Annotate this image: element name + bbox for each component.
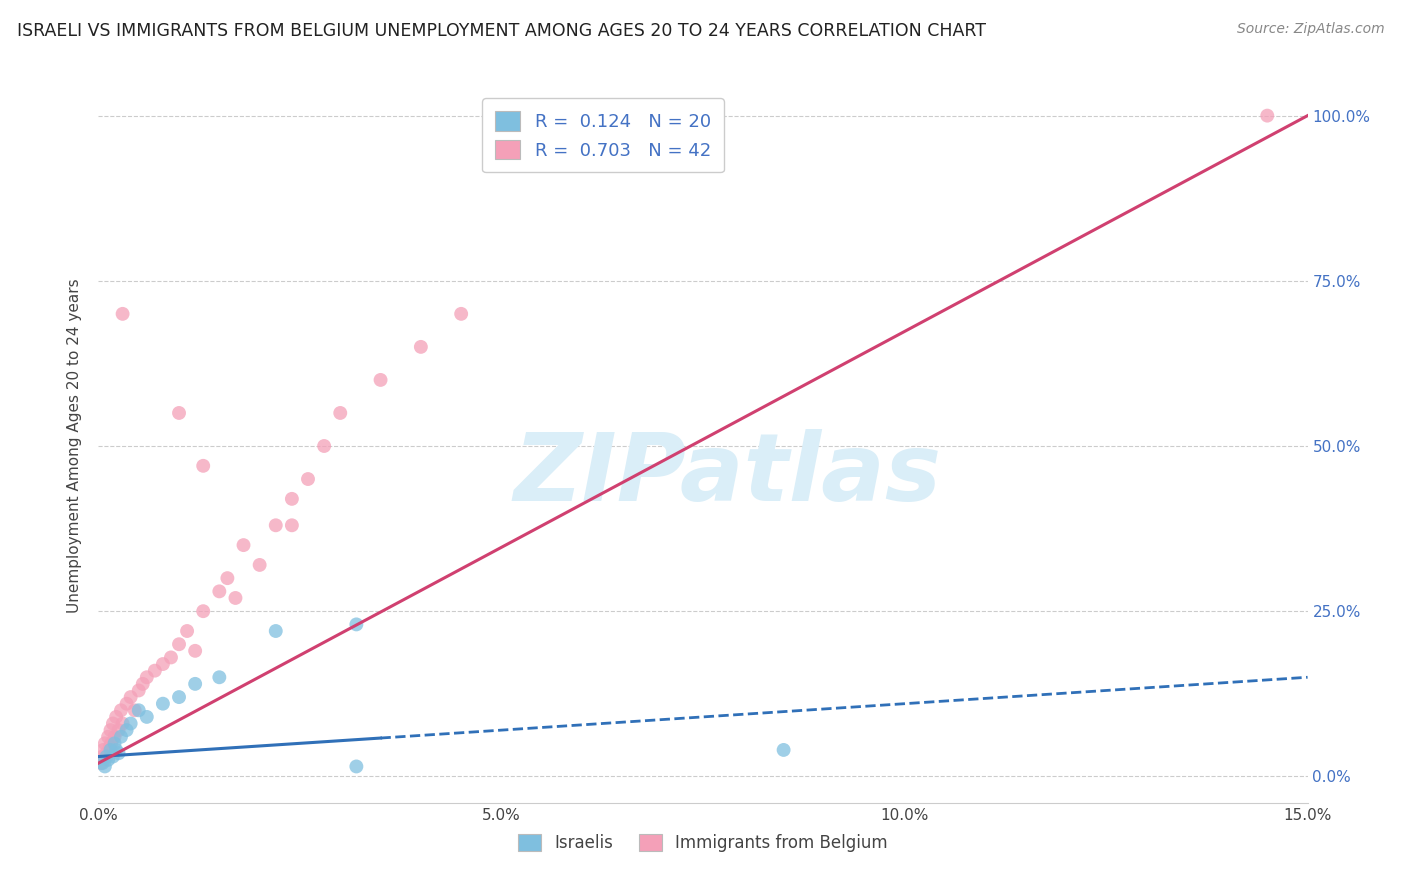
Point [1256,109,1278,123]
Point [772,743,794,757]
Point [167,637,190,651]
Point [100,736,122,750]
Point [96,749,118,764]
Point [100,743,122,757]
Point [344,617,367,632]
Y-axis label: Unemployment Among Ages 20 to 24 years: Unemployment Among Ages 20 to 24 years [67,278,83,614]
Point [111,307,134,321]
Point [264,624,287,638]
Point [91,756,114,771]
Point [409,340,432,354]
Legend: Israelis, Immigrants from Belgium: Israelis, Immigrants from Belgium [512,827,894,859]
Text: Source: ZipAtlas.com: Source: ZipAtlas.com [1237,22,1385,37]
Point [105,743,128,757]
Point [132,677,155,691]
Point [193,604,215,618]
Point [101,749,124,764]
Point [208,670,231,684]
Point [281,491,304,506]
Point [143,664,166,678]
Point [94,736,117,750]
Text: ISRAELI VS IMMIGRANTS FROM BELGIUM UNEMPLOYMENT AMONG AGES 20 TO 24 YEARS CORREL: ISRAELI VS IMMIGRANTS FROM BELGIUM UNEMP… [17,22,986,40]
Point [232,538,254,552]
Point [115,697,138,711]
Point [224,591,246,605]
Point [249,558,271,572]
Point [264,518,287,533]
Point [97,730,120,744]
Point [208,584,231,599]
Point [128,703,150,717]
Point [281,518,304,533]
Point [329,406,352,420]
Point [120,716,142,731]
Point [107,746,129,760]
Point [100,723,122,738]
Point [96,746,118,760]
Point [97,753,120,767]
Point [167,690,190,704]
Point [115,723,138,738]
Point [184,644,207,658]
Point [110,703,132,717]
Point [101,716,124,731]
Point [91,743,114,757]
Point [193,458,215,473]
Point [94,759,117,773]
Text: ZIPatlas: ZIPatlas [513,428,941,521]
Point [128,683,150,698]
Point [176,624,198,638]
Point [370,373,392,387]
Point [91,749,114,764]
Point [103,736,125,750]
Point [450,307,472,321]
Point [184,677,207,691]
Point [297,472,319,486]
Point [124,703,146,717]
Point [135,670,157,684]
Point [107,723,129,738]
Point [103,730,125,744]
Point [217,571,239,585]
Point [105,710,128,724]
Point [314,439,336,453]
Point [135,710,157,724]
Point [111,716,134,731]
Point [152,657,174,671]
Point [98,739,121,754]
Point [344,759,367,773]
Point [152,697,174,711]
Point [90,756,112,771]
Point [167,406,190,420]
Point [120,690,142,704]
Point [110,730,132,744]
Point [160,650,183,665]
